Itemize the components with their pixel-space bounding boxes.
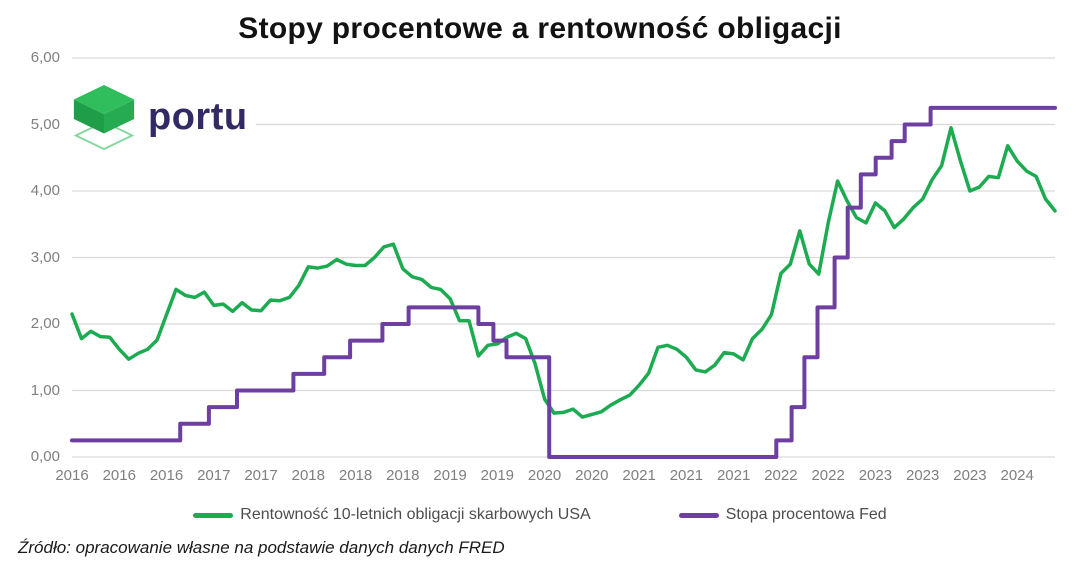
x-tick-label: 2018: [386, 467, 420, 484]
legend-swatch-bond-yield: [193, 512, 234, 518]
logo-diamond-outline: [73, 120, 135, 151]
x-tick-label: 2021: [622, 467, 656, 484]
x-tick-label: 2020: [575, 467, 609, 484]
y-tick-label: 3,00: [30, 248, 60, 266]
x-tick-label: 2023: [858, 467, 893, 484]
x-tick-label: 2019: [480, 467, 515, 484]
logo-cube-right-face: [104, 99, 135, 134]
legend-label-bond-yield: Rentowność 10-letnich obligacji skarbowy…: [240, 506, 591, 523]
y-tick-label: 6,00: [30, 49, 60, 66]
x-tick-label: 2022: [811, 467, 845, 484]
y-tick-label: 2,00: [30, 315, 60, 332]
x-tick-label: 2016: [102, 467, 136, 484]
y-tick-label: 4,00: [30, 182, 60, 199]
x-tick-label: 2023: [905, 467, 940, 484]
x-tick-label: 2022: [764, 467, 798, 484]
legend-item-bond-yield: Rentowność 10-letnich obligacji skarbowy…: [193, 506, 591, 524]
legend-swatch-fed-rate: [678, 512, 719, 518]
portu-logo-text: portu: [148, 96, 248, 138]
logo-cube-left-face: [73, 99, 104, 134]
x-tick-label: 2016: [55, 467, 89, 484]
source-note: Źródło: opracowanie własne na podstawie …: [18, 538, 505, 557]
x-tick-label: 2024: [1000, 467, 1034, 484]
y-tick-label: 1,00: [30, 381, 60, 399]
x-tick-label: 2021: [716, 467, 751, 484]
x-tick-label: 2018: [338, 467, 373, 484]
x-tick-label: 2018: [291, 467, 325, 484]
bond-yield-line: [70, 126, 1057, 419]
x-tick-label: 2023: [953, 467, 987, 484]
y-tick-label: 5,00: [30, 115, 60, 133]
x-tick-label: 2016: [149, 467, 184, 484]
portu-logo: portu: [66, 80, 256, 154]
legend-item-fed-rate: Stopa procentowa Fed: [678, 506, 887, 524]
legend-label-fed-rate: Stopa procentowa Fed: [725, 506, 887, 523]
fed-rate-line: [70, 105, 1057, 459]
x-tick-label: 2021: [669, 467, 704, 484]
x-tick-label: 2019: [433, 467, 467, 484]
chart-title: Stopy procentowe a rentowność obligacji: [238, 12, 842, 45]
logo-cube-top-face: [73, 84, 135, 115]
portu-cube-icon: [73, 84, 135, 151]
x-tick-label: 2020: [527, 467, 562, 484]
x-tick-label: 2017: [197, 467, 231, 484]
y-tick-label: 0,00: [30, 448, 60, 465]
x-tick-label: 2017: [244, 467, 278, 484]
legend: Rentowność 10-letnich obligacji skarbowy…: [0, 506, 1080, 524]
